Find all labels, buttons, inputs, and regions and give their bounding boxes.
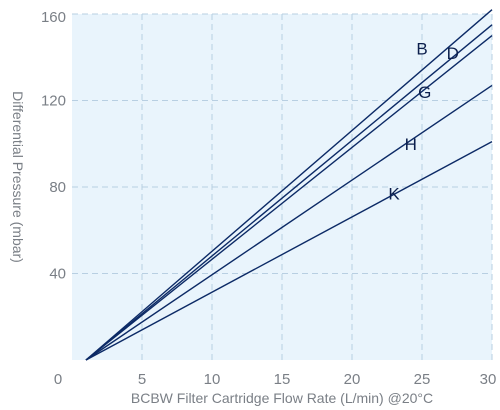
series-line-h — [85, 84, 493, 361]
curve-label-b: B — [416, 40, 427, 59]
series-lines — [85, 9, 493, 361]
x-axis-ticks: 0 5 10 15 20 25 30 — [54, 371, 497, 388]
y-tick-label: 80 — [49, 179, 66, 196]
curve-label-g: G — [418, 83, 431, 102]
x-tick-label: 10 — [204, 371, 221, 388]
y-tick-label: 40 — [49, 266, 66, 283]
y-tick-label: 120 — [41, 93, 66, 110]
series-line-d — [85, 24, 493, 361]
x-axis-title: BCBW Filter Cartridge Flow Rate (L/min) … — [131, 390, 433, 406]
series-line-k — [85, 140, 493, 361]
y-axis-title: Differential Pressure (mbar) — [10, 91, 26, 263]
x-tick-label: 30 — [480, 371, 497, 388]
x-tick-label: 20 — [344, 371, 361, 388]
x-tick-label: 25 — [414, 371, 431, 388]
y-tick-label: 160 — [41, 9, 66, 26]
curve-label-k: K — [388, 184, 400, 203]
curve-label-h: H — [405, 135, 417, 154]
y-axis-ticks: 40 80 120 160 — [41, 9, 66, 283]
curve-labels: B D G H K — [388, 40, 459, 204]
curve-label-d: D — [447, 44, 459, 63]
series-line-g — [85, 35, 493, 361]
x-tick-label: 5 — [138, 371, 146, 388]
series-line-b — [85, 9, 493, 361]
grid-lines — [72, 13, 493, 360]
x-tick-label: 15 — [274, 371, 291, 388]
x-tick-label: 0 — [54, 371, 62, 388]
